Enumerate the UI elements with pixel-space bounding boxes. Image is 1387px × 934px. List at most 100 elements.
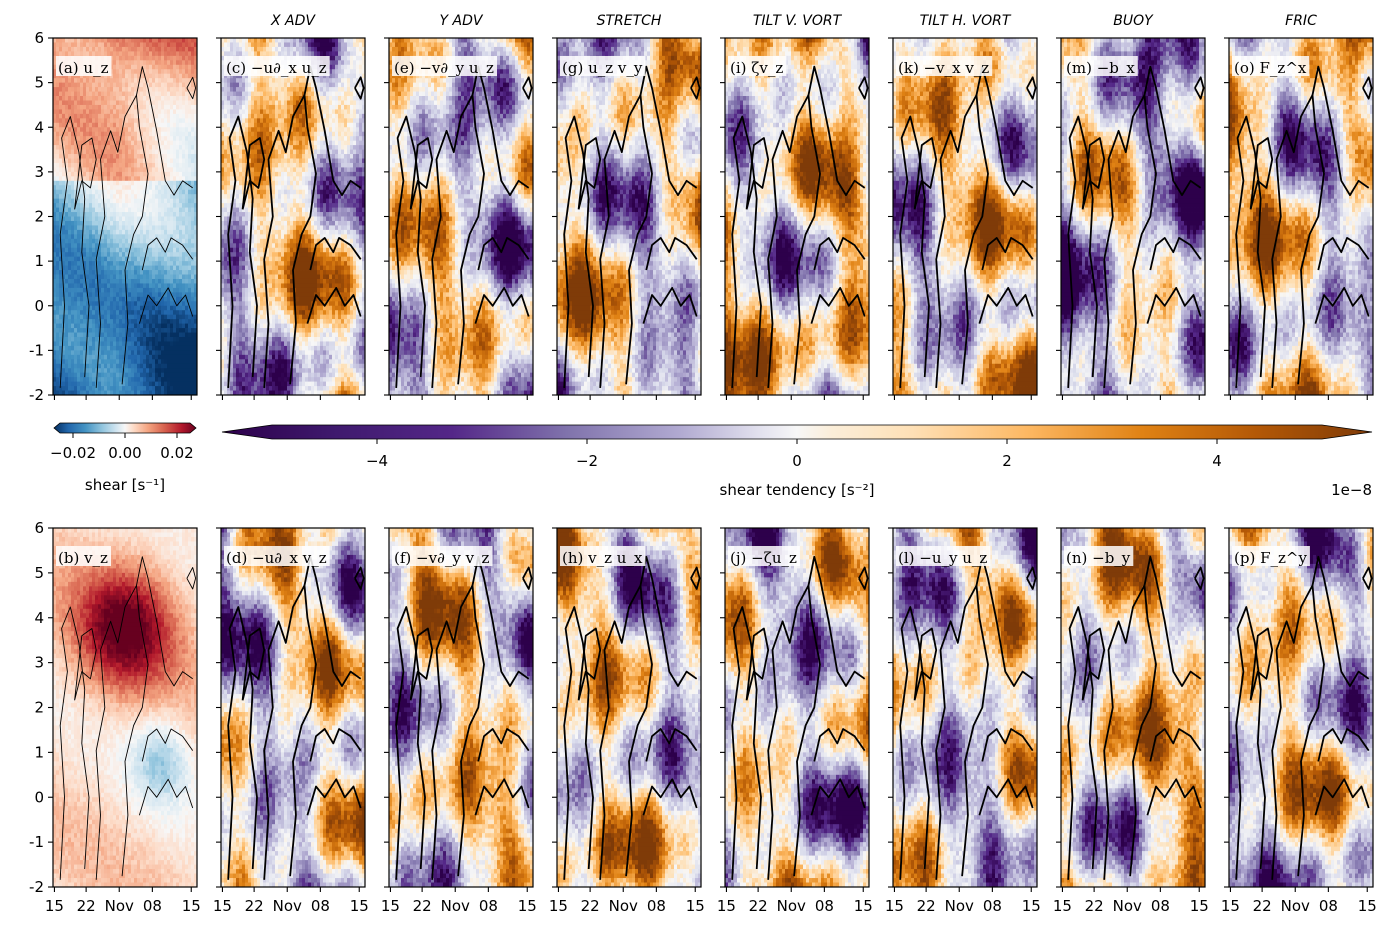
panel-label: (g) u_z v_y	[562, 59, 643, 77]
panel-label: (j) −ζu_z	[730, 549, 797, 567]
x-tick-label: Nov	[609, 897, 638, 915]
panel-bottom-7: (p) F_z^y 15 22 Nov 08 15	[1221, 528, 1377, 915]
x-tick-label: 15	[1190, 897, 1209, 915]
x-tick-label: 08	[983, 897, 1002, 915]
panels: (a) u_z -2 -1 0 1 2 3 4 5 6 (c) −u∂_x u_z (e) −v∂_y…	[29, 29, 1377, 915]
y-tick-label: 4	[34, 609, 44, 627]
column-title-2: Y ADV	[440, 13, 484, 29]
panel-bottom-2: (f) −v∂_y v_z15 22 Nov 08 15	[381, 528, 537, 915]
panel-label: (b) v_z	[58, 549, 108, 567]
x-tick-label: 08	[143, 897, 162, 915]
column-titles: X ADV Y ADV STRETCH TILT V. VORT TILT H. VOR…	[270, 13, 1317, 29]
panel-bottom-3: (h) v_z u_x15 22 Nov 08 15	[549, 528, 705, 915]
panel-label: (o) F_z^x	[1234, 59, 1307, 77]
x-tick-label: 08	[1151, 897, 1170, 915]
colorbar-shear-tick: −0.02	[50, 444, 96, 462]
x-tick-label: 15	[1221, 897, 1240, 915]
panel-top-1: (c) −u∂_x u_z	[216, 38, 365, 400]
y-tick-label: -2	[29, 878, 44, 896]
x-tick-label: 15	[350, 897, 369, 915]
x-tick-label: 22	[917, 897, 936, 915]
x-tick-label: Nov	[273, 897, 302, 915]
x-tick-label: Nov	[105, 897, 134, 915]
x-tick-label: 15	[45, 897, 64, 915]
panel-top-6: (m) −b_x	[1056, 38, 1205, 400]
x-tick-label: 15	[182, 897, 201, 915]
x-tick-label: 15	[686, 897, 705, 915]
column-title-6: BUOY	[1113, 13, 1154, 29]
panel-label: (i) ζv_z	[730, 59, 783, 77]
y-tick-label: 6	[34, 29, 44, 47]
colorbar-tendency-tick: 2	[1002, 452, 1012, 470]
panel-label: (p) F_z^y	[1234, 549, 1307, 567]
colorbar-shear-label: shear [s⁻¹]	[85, 476, 165, 494]
x-tick-label: 22	[413, 897, 432, 915]
colorbar-shear-tick: 0.00	[108, 444, 141, 462]
y-tick-label: 4	[34, 118, 44, 136]
x-tick-label: 22	[245, 897, 264, 915]
colorbar-shear: −0.02 0.00 0.02 shear [s⁻¹]	[50, 423, 196, 494]
x-tick-label: 22	[749, 897, 768, 915]
y-tick-label: 1	[34, 743, 44, 761]
panel-label: (h) v_z u_x	[562, 549, 643, 567]
column-title-5: TILT H. VORT	[920, 13, 1012, 29]
panel-top-7: (o) F_z^x	[1224, 38, 1373, 400]
panel-top-4: (i) ζv_z	[720, 38, 869, 400]
y-tick-label: 3	[34, 654, 44, 672]
x-tick-label: 22	[1253, 897, 1272, 915]
panel-label: (m) −b_x	[1066, 59, 1135, 77]
column-title-7: FRIC	[1285, 13, 1317, 29]
panel-label: (k) −v_x v_z	[898, 59, 989, 77]
x-tick-label: 15	[854, 897, 873, 915]
panel-label: (e) −v∂_y u_z	[394, 59, 494, 77]
panel-bottom-4: (j) −ζu_z15 22 Nov 08 15	[717, 528, 873, 915]
x-tick-label: 08	[1319, 897, 1338, 915]
x-tick-label: 15	[1358, 897, 1377, 915]
x-tick-label: 15	[213, 897, 232, 915]
column-title-4: TILT V. VORT	[753, 13, 843, 29]
x-tick-label: Nov	[1281, 897, 1310, 915]
y-tick-label: 1	[34, 252, 44, 270]
panel-label: (c) −u∂_x u_z	[226, 59, 327, 77]
x-tick-label: 08	[647, 897, 666, 915]
column-title-1: X ADV	[270, 13, 316, 29]
y-tick-label: -1	[29, 341, 44, 359]
colorbar-tendency-tick: −2	[576, 452, 598, 470]
panel-label: (d) −u∂_x v_z	[226, 549, 327, 567]
colorbar-tendency-tick: 4	[1212, 452, 1222, 470]
x-tick-label: 22	[77, 897, 96, 915]
y-tick-label: 0	[34, 297, 44, 315]
y-tick-label: 0	[34, 788, 44, 806]
panel-top-2: (e) −v∂_y u_z	[384, 38, 533, 400]
x-tick-label: Nov	[945, 897, 974, 915]
y-tick-label: 6	[34, 519, 44, 537]
x-tick-label: Nov	[777, 897, 806, 915]
y-tick-label: -2	[29, 386, 44, 404]
panel-top-3: (g) u_z v_y	[552, 38, 701, 400]
colorbar-tendency-tick: 0	[792, 452, 802, 470]
x-tick-label: 22	[581, 897, 600, 915]
panel-bottom-1: (d) −u∂_x v_z 15 22 Nov 08 15	[213, 528, 369, 915]
panel-label: (a) u_z	[58, 59, 109, 77]
colorbar-tendency-label: shear tendency [s⁻²]	[720, 481, 875, 499]
colorbar-tendency-tick: −4	[366, 452, 388, 470]
x-tick-label: 15	[717, 897, 736, 915]
y-tick-label: 3	[34, 163, 44, 181]
panel-label: (l) −u_y u_z	[898, 549, 987, 567]
colorbar-shear-tick: 0.02	[160, 444, 193, 462]
y-tick-label: 2	[34, 699, 44, 717]
panel-label: (f) −v∂_y v_z	[394, 549, 490, 567]
y-tick-label: -1	[29, 833, 44, 851]
panel-top-5: (k) −v_x v_z	[888, 38, 1037, 400]
x-tick-label: 22	[1085, 897, 1104, 915]
panel-bottom-6: (n) −b_y15 22 Nov 08 15	[1053, 528, 1209, 915]
panel-bottom-5: (l) −u_y u_z15 22 Nov 08 15	[885, 528, 1041, 915]
y-tick-label: 5	[34, 74, 44, 92]
x-tick-label: 08	[479, 897, 498, 915]
x-tick-label: 15	[1053, 897, 1072, 915]
x-tick-label: 08	[311, 897, 330, 915]
colorbar-tendency-offset: 1e−8	[1331, 481, 1372, 499]
x-tick-label: 15	[1022, 897, 1041, 915]
